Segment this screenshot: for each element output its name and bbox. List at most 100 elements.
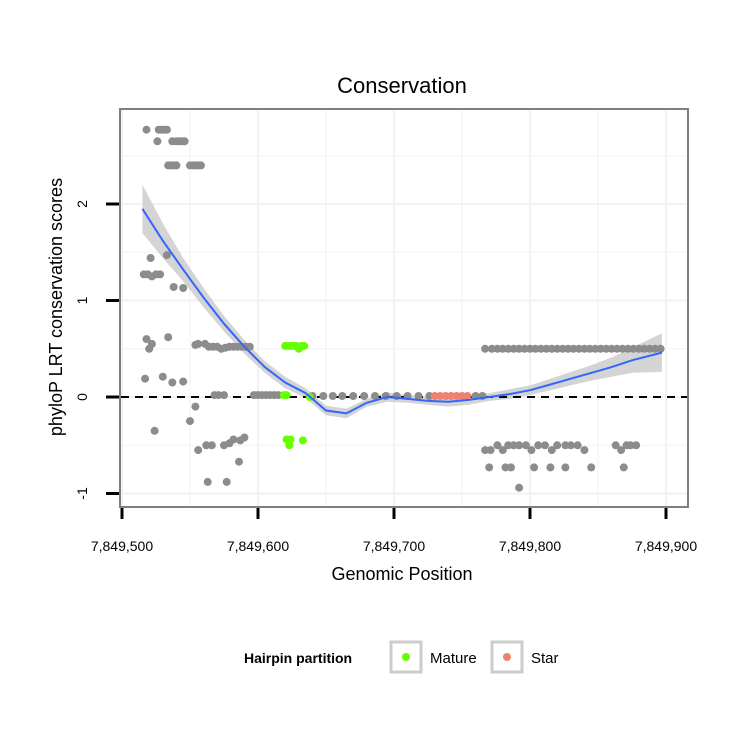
- y-tick-label: 0: [74, 393, 90, 401]
- point-other: [487, 344, 496, 353]
- point-other: [501, 463, 510, 472]
- point-other: [194, 339, 203, 348]
- point-other: [481, 446, 490, 455]
- point-other: [146, 254, 155, 262]
- point-other: [196, 161, 205, 170]
- point-mature: [282, 391, 291, 400]
- point-other: [573, 441, 582, 450]
- point-other: [504, 441, 513, 450]
- point-other: [235, 457, 243, 466]
- point-other: [656, 344, 665, 353]
- point-mature: [300, 341, 309, 350]
- point-other: [156, 270, 165, 279]
- point-other: [203, 477, 212, 486]
- point-other: [168, 378, 177, 387]
- point-other: [515, 441, 524, 450]
- point-star: [436, 392, 445, 400]
- point-other: [142, 335, 151, 344]
- legend-label-star: Star: [531, 650, 559, 667]
- point-mature: [298, 436, 307, 445]
- point-other: [485, 463, 494, 472]
- point-other: [580, 446, 589, 455]
- point-other: [507, 463, 515, 472]
- point-other: [229, 435, 238, 444]
- point-other: [360, 392, 369, 400]
- point-other: [613, 344, 621, 353]
- point-other: [349, 392, 358, 400]
- point-other: [172, 161, 181, 170]
- point-other: [142, 125, 151, 134]
- point-star: [447, 392, 456, 400]
- point-other: [186, 417, 194, 426]
- point-other: [504, 344, 513, 353]
- point-other: [617, 446, 626, 455]
- point-other: [542, 344, 551, 353]
- point-other: [141, 374, 150, 383]
- point-other: [566, 441, 575, 450]
- point-other: [158, 372, 167, 381]
- point-other: [414, 392, 423, 400]
- point-other: [640, 344, 649, 353]
- point-other: [587, 463, 596, 472]
- point-other: [162, 251, 171, 260]
- legend-label-mature: Mature: [430, 650, 477, 667]
- x-tick-label: 7,849,700: [363, 538, 425, 554]
- point-other: [611, 441, 620, 450]
- point-other: [515, 483, 524, 492]
- legend: Hairpin partition Mature Star: [244, 640, 559, 674]
- point-other: [626, 441, 635, 450]
- point-other: [194, 446, 203, 455]
- point-other: [498, 446, 507, 455]
- point-other: [162, 125, 171, 134]
- point-other: [651, 344, 660, 353]
- x-tick-label: 7,849,800: [499, 538, 561, 554]
- x-tick-label: 7,849,500: [91, 538, 153, 554]
- point-other: [191, 402, 200, 411]
- x-axis-label: Genomic Position: [331, 564, 472, 584]
- point-other: [558, 344, 567, 353]
- point-other: [222, 477, 231, 486]
- point-mature: [285, 441, 294, 450]
- y-tick-label: 1: [74, 296, 90, 304]
- point-other: [619, 463, 628, 472]
- point-other: [569, 344, 578, 353]
- y-tick-label: 2: [74, 200, 90, 208]
- legend-title: Hairpin partition: [244, 650, 352, 666]
- point-other: [179, 377, 188, 386]
- point-other: [534, 441, 543, 450]
- point-other: [527, 446, 536, 455]
- point-other: [202, 441, 211, 450]
- y-tick-label: -1: [74, 487, 90, 500]
- smooth-fit-line: [141, 208, 663, 415]
- y-axis: -1 0 1 2: [74, 200, 119, 500]
- point-other: [585, 344, 594, 353]
- smooth-line-layer: [141, 208, 663, 415]
- point-other: [145, 344, 154, 353]
- point-other: [150, 426, 159, 435]
- point-other: [220, 391, 228, 400]
- point-other: [319, 392, 328, 400]
- point-other: [371, 392, 379, 400]
- point-other: [547, 446, 556, 455]
- point-other: [623, 344, 632, 353]
- point-other: [338, 392, 347, 400]
- point-other: [207, 441, 216, 450]
- point-other: [328, 392, 337, 400]
- point-other: [530, 463, 539, 472]
- point-other: [561, 463, 570, 472]
- legend-dot-mature: [402, 653, 410, 661]
- data-points: [139, 125, 665, 492]
- point-other: [153, 137, 162, 146]
- point-other: [541, 441, 549, 450]
- point-other: [596, 344, 605, 353]
- chart-title: Conservation: [337, 73, 467, 98]
- point-other: [521, 441, 530, 450]
- point-other: [515, 344, 524, 353]
- point-other: [486, 446, 495, 455]
- legend-dot-star: [503, 653, 511, 661]
- point-other: [240, 433, 249, 442]
- point-other: [546, 463, 555, 472]
- point-other: [493, 441, 502, 450]
- point-other: [481, 344, 490, 353]
